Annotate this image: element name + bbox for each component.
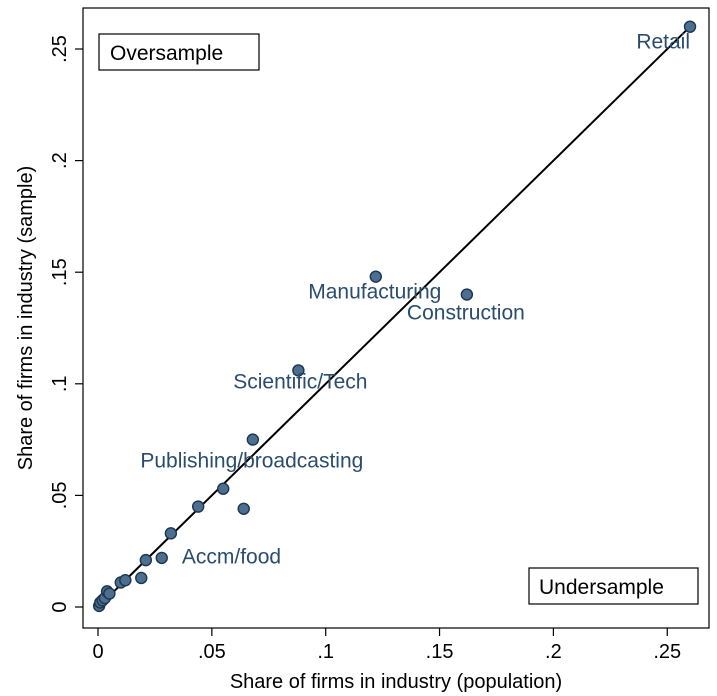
y-tick-label: .05: [49, 481, 71, 509]
oversample-box: Oversample: [98, 33, 260, 71]
data-point: [217, 482, 230, 495]
y-tick-label: .15: [49, 258, 71, 286]
point-label: Manufacturing: [308, 281, 441, 304]
point-label: Publishing/broadcasting: [140, 450, 363, 473]
data-point: [460, 288, 474, 301]
undersample-box: Undersample: [528, 567, 699, 605]
y-tick-label: .25: [49, 35, 71, 63]
y-axis-title: Share of firms in industry (sample): [15, 166, 37, 471]
x-axis-title: Share of firms in industry (population): [230, 671, 562, 693]
y-tick-label: .2: [49, 152, 71, 169]
point-label: Retail: [636, 31, 690, 54]
data-point: [119, 574, 132, 587]
x-tick-label: .25: [653, 641, 681, 663]
data-point: [135, 571, 148, 585]
point-label: Construction: [407, 302, 525, 325]
data-point: [139, 553, 153, 567]
data-point: [164, 527, 178, 540]
reference-line-45deg: [97, 25, 691, 608]
data-point: [191, 500, 205, 513]
x-tick-label: .05: [198, 641, 226, 663]
point-label: Scientific/Tech: [233, 370, 367, 393]
data-point: [369, 270, 382, 283]
axis-ticks: 0 .05 .1 .15 .2 .25 0 .05 .1 .15 .2 .25: [49, 35, 681, 663]
oversample-label: Oversample: [110, 42, 223, 65]
data-point: [103, 587, 116, 600]
x-tick-label: 0: [92, 641, 103, 663]
undersample-label: Undersample: [539, 576, 664, 599]
data-point: [683, 20, 697, 33]
data-points: [92, 20, 697, 613]
y-tick-label: 0: [49, 601, 71, 612]
y-tick-label: .1: [49, 375, 71, 392]
plot-frame: [82, 7, 710, 629]
data-point: [155, 551, 168, 565]
data-point: [292, 364, 305, 377]
data-point: [237, 502, 250, 515]
x-tick-label: .2: [545, 641, 562, 663]
x-tick-label: .1: [317, 641, 334, 663]
data-point: [246, 433, 260, 446]
x-tick-label: .15: [426, 641, 454, 663]
point-label: Accm/food: [182, 545, 281, 568]
